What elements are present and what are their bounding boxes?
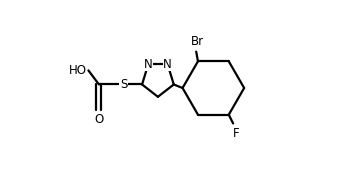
Text: Br: Br (191, 35, 204, 48)
Text: O: O (94, 113, 104, 126)
Text: F: F (233, 127, 239, 140)
Text: S: S (120, 78, 127, 91)
Text: N: N (163, 58, 172, 71)
Text: HO: HO (69, 64, 87, 77)
Text: N: N (144, 58, 153, 71)
